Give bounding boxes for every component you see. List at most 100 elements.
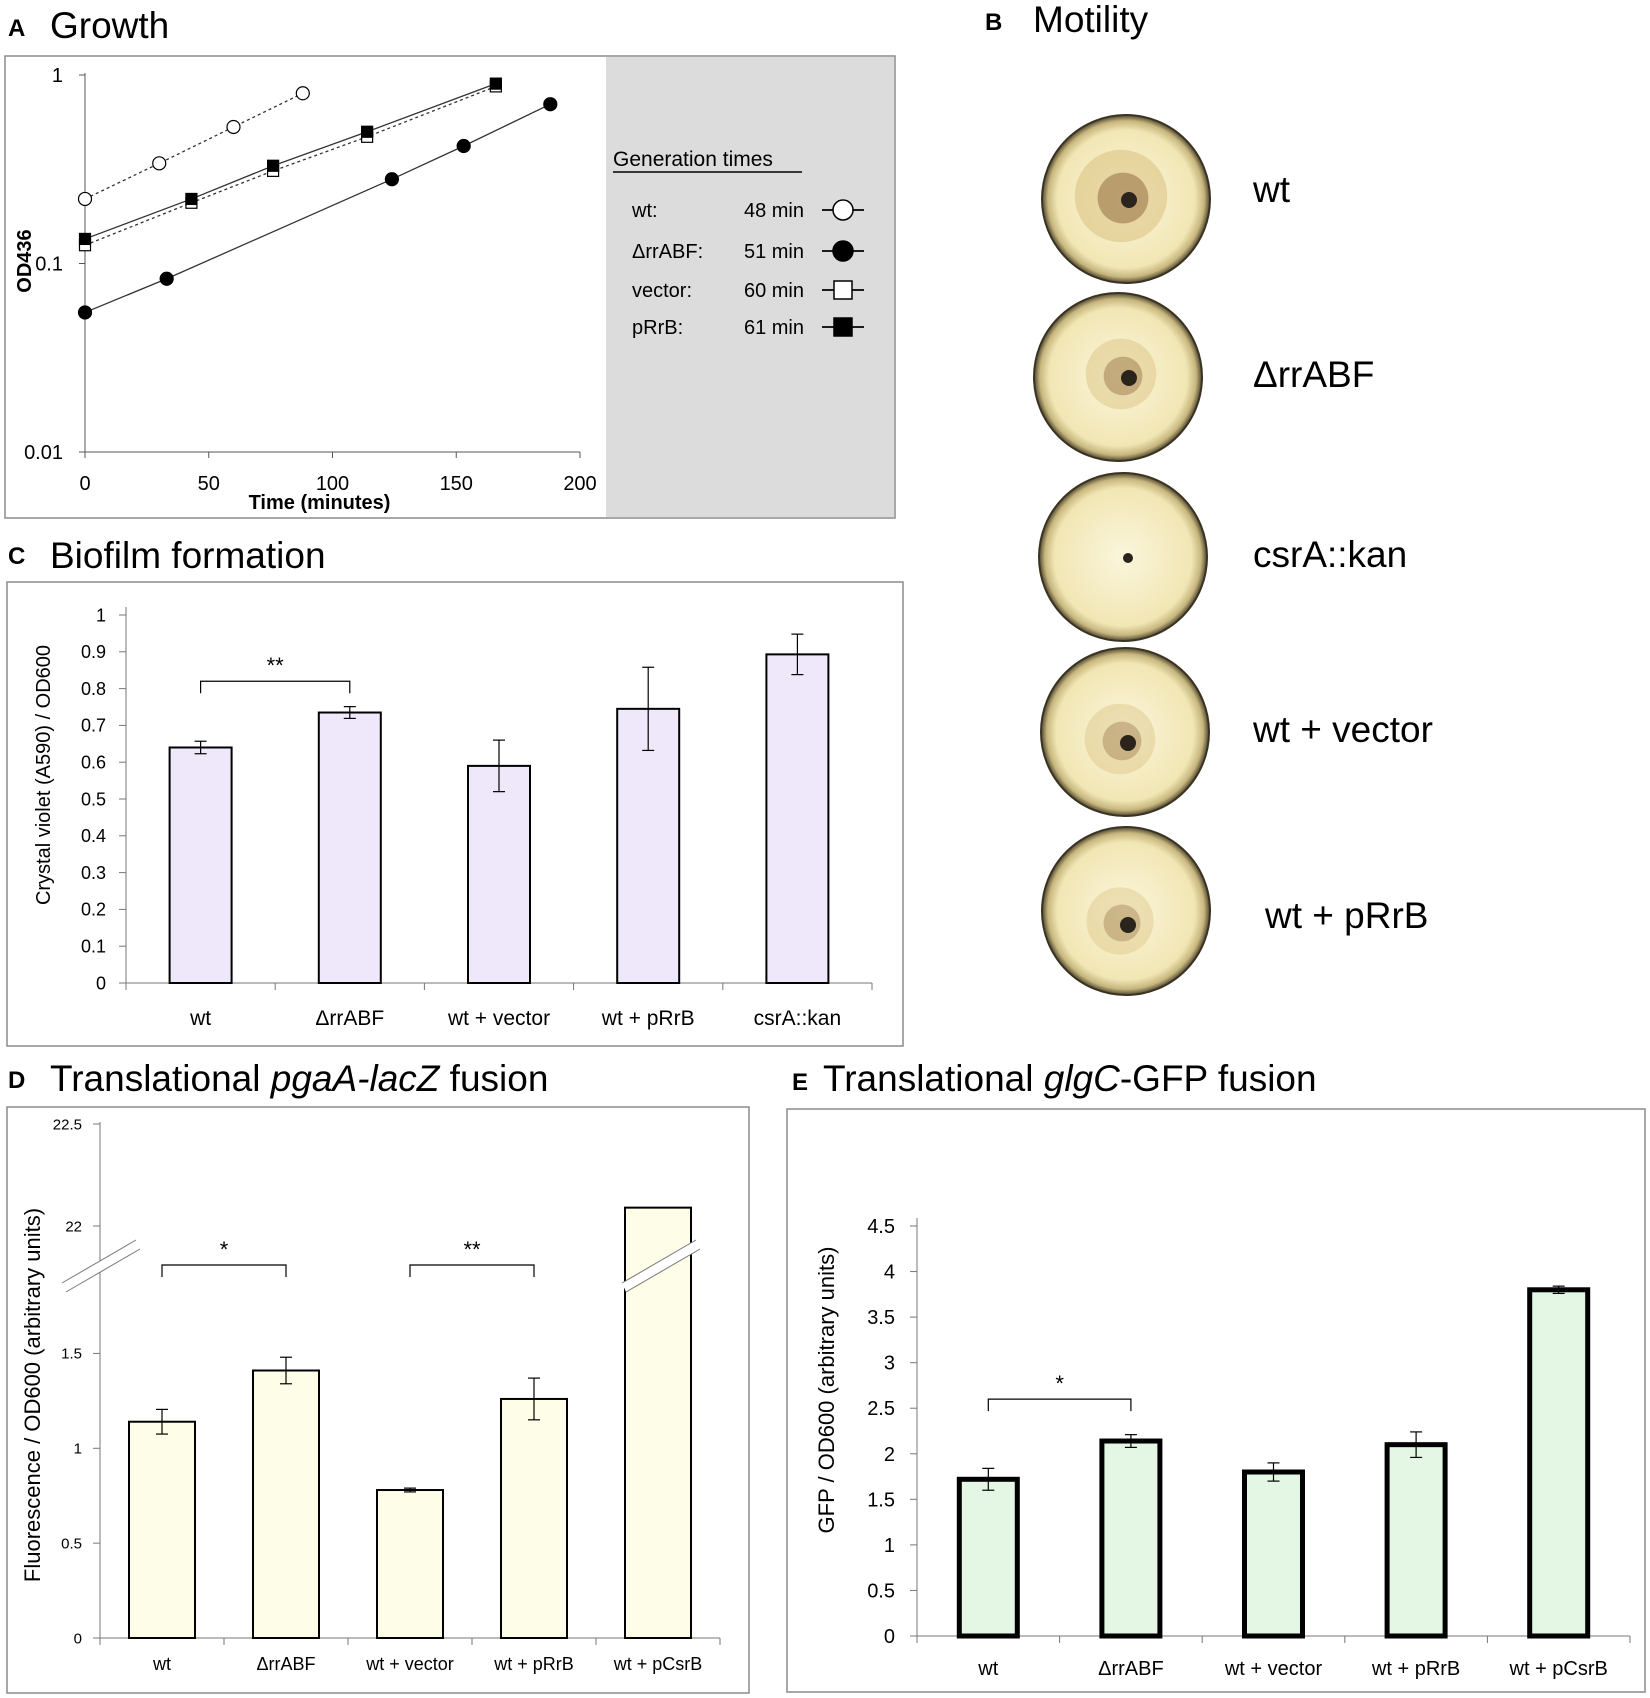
agar-plate <box>1039 473 1207 641</box>
y-tick-label: 22.5 <box>53 1116 82 1133</box>
panel-e-letter: E <box>792 1069 808 1096</box>
significance-label: * <box>220 1237 229 1262</box>
y-tick-label: 0.3 <box>81 863 106 883</box>
y-tick-label: 4 <box>884 1262 895 1284</box>
data-point <box>489 77 502 90</box>
bar-wt + pRrB <box>1384 1442 1448 1639</box>
panel-b-title: Motility <box>1033 0 1149 40</box>
axis-break-gap <box>62 1240 140 1292</box>
panel-d-title-gene: pgaA-lacZ <box>270 1058 441 1099</box>
bar-wt <box>956 1476 1020 1639</box>
panel-a-letter: A <box>8 15 25 42</box>
series-vector <box>78 80 502 252</box>
bar-wt + vector <box>376 1489 444 1639</box>
category-label: wt <box>189 1007 211 1030</box>
panel-d: D Translational pgaA-lacZ fusion 0 0.5 1 1.… <box>6 1058 750 1694</box>
legend-time: 60 min <box>744 280 804 302</box>
significance-bracket <box>200 680 351 694</box>
series-ΔrrABF <box>77 97 558 320</box>
legend-strain: vector: <box>632 280 692 302</box>
plate-label: wt + vector <box>1252 709 1433 750</box>
significance-bracket <box>161 1264 287 1277</box>
data-point <box>152 156 167 171</box>
panel-d-title: Translational pgaA-lacZ fusion <box>50 1058 548 1099</box>
y-axis-title: OD436 <box>14 229 36 292</box>
panel-c-title: Biofilm formation <box>50 535 326 576</box>
panel-e-title-pre: Translational <box>823 1058 1044 1099</box>
y-tick-label: 0.7 <box>81 716 106 736</box>
category-label: ΔrrABF <box>256 1654 315 1674</box>
bar-wt + vector <box>1242 1469 1305 1639</box>
y-tick-label: 0.2 <box>81 900 106 920</box>
panel-e-title-post: -GFP fusion <box>1120 1058 1317 1099</box>
plate-rim <box>1040 647 1210 817</box>
inoculation-spot <box>1120 735 1136 751</box>
legend-marker <box>833 280 853 300</box>
significance-label: ** <box>267 653 285 678</box>
data-point <box>384 172 399 187</box>
y-tick-label: 22 <box>65 1218 82 1235</box>
panel-d-title-pre: Translational <box>50 1058 271 1099</box>
panel-d-frame <box>6 1106 750 1694</box>
category-label: ΔrrABF <box>1098 1658 1164 1680</box>
glgc-gfp-plot: 0 0.5 1 1.5 2 2.5 3 3.5 4 4.5 wt ΔrrABF wt + vector w… <box>814 1216 1631 1680</box>
series-line <box>84 92 304 200</box>
significance-bracket <box>409 1264 535 1277</box>
data-point <box>361 125 374 138</box>
y-tick-label: 0.01 <box>24 442 63 464</box>
plate-3: csrA::kan <box>1038 472 1407 642</box>
panel-a: A Growth 1 0.1 0.01 0 50 100 150 200 Time (minut… <box>4 5 896 519</box>
bar-ΔrrABF <box>1099 1438 1163 1639</box>
plate-4: wt + vector <box>1040 647 1433 817</box>
legend-marker <box>832 199 854 221</box>
swim-halo-outer <box>1086 887 1154 955</box>
legend-strain: wt: <box>631 200 658 222</box>
y-tick-label: 0 <box>884 1626 895 1648</box>
panel-e: E Translational glgC-GFP fusion 0 0.5 1 1.5… <box>786 1058 1646 1693</box>
y-tick-label: 0.5 <box>61 1535 82 1552</box>
category-label: wt + pRrB <box>601 1007 695 1030</box>
data-point <box>159 271 174 286</box>
plate-rim <box>1041 114 1211 284</box>
x-axis-title: Time (minutes) <box>249 492 391 514</box>
legend-rows: wt: 48 min ΔrrABF: 51 min vector: 60 min pRrB:… <box>631 199 864 339</box>
plate-label: wt <box>1252 169 1291 210</box>
panel-c-letter: C <box>8 543 25 570</box>
y-tick-label: 1 <box>884 1535 895 1557</box>
panel-d-title-post: fusion <box>439 1058 548 1099</box>
y-tick-label: 2.5 <box>867 1398 895 1420</box>
panel-e-title: Translational glgC-GFP fusion <box>823 1058 1317 1099</box>
legend-title: Generation times <box>613 148 773 171</box>
category-label: wt + vector <box>365 1654 454 1674</box>
y-tick-label: 0.9 <box>81 642 106 662</box>
plate-label: csrA::kan <box>1253 534 1407 575</box>
x-tick-label: 150 <box>440 473 473 495</box>
legend-time: 48 min <box>744 200 804 222</box>
y-tick-label: 3.5 <box>867 1307 895 1329</box>
bar-wt <box>168 746 233 984</box>
category-label: wt + pRrB <box>493 1654 574 1674</box>
y-tick-label: 0.4 <box>81 826 106 846</box>
bar-wt + pRrB <box>500 1397 568 1639</box>
pgaa-lacz-plot: 0 0.5 1 1.5 22 22.5 wt ΔrrABF wt + vector wt + pR… <box>20 1116 721 1674</box>
plate-2: ΔrrABF <box>1033 292 1374 462</box>
x-tick-label: 100 <box>316 473 349 495</box>
series-pRrB <box>78 77 502 246</box>
data-point <box>226 119 241 135</box>
plate-label: wt + pRrB <box>1264 895 1428 936</box>
y-tick-label: 1.5 <box>867 1489 895 1511</box>
significance-label: ** <box>463 1237 481 1262</box>
bar-break-gap <box>622 1240 700 1292</box>
biofilm-plot: 0 0.1 0.2 0.3 0.4 0.5 0.6 0.7 0.8 0.9 1 wt ΔrrABF wt … <box>33 605 873 1030</box>
legend-strain: pRrB: <box>632 317 683 339</box>
y-tick-label: 1 <box>74 1441 82 1458</box>
y-tick-label: 1 <box>96 605 106 625</box>
series-line <box>84 85 497 246</box>
x-tick-label: 200 <box>563 473 596 495</box>
panel-c-frame <box>6 581 904 1047</box>
inoculation-spot <box>1120 917 1136 933</box>
panel-a-title: Growth <box>50 5 169 46</box>
legend-marker <box>833 317 853 337</box>
